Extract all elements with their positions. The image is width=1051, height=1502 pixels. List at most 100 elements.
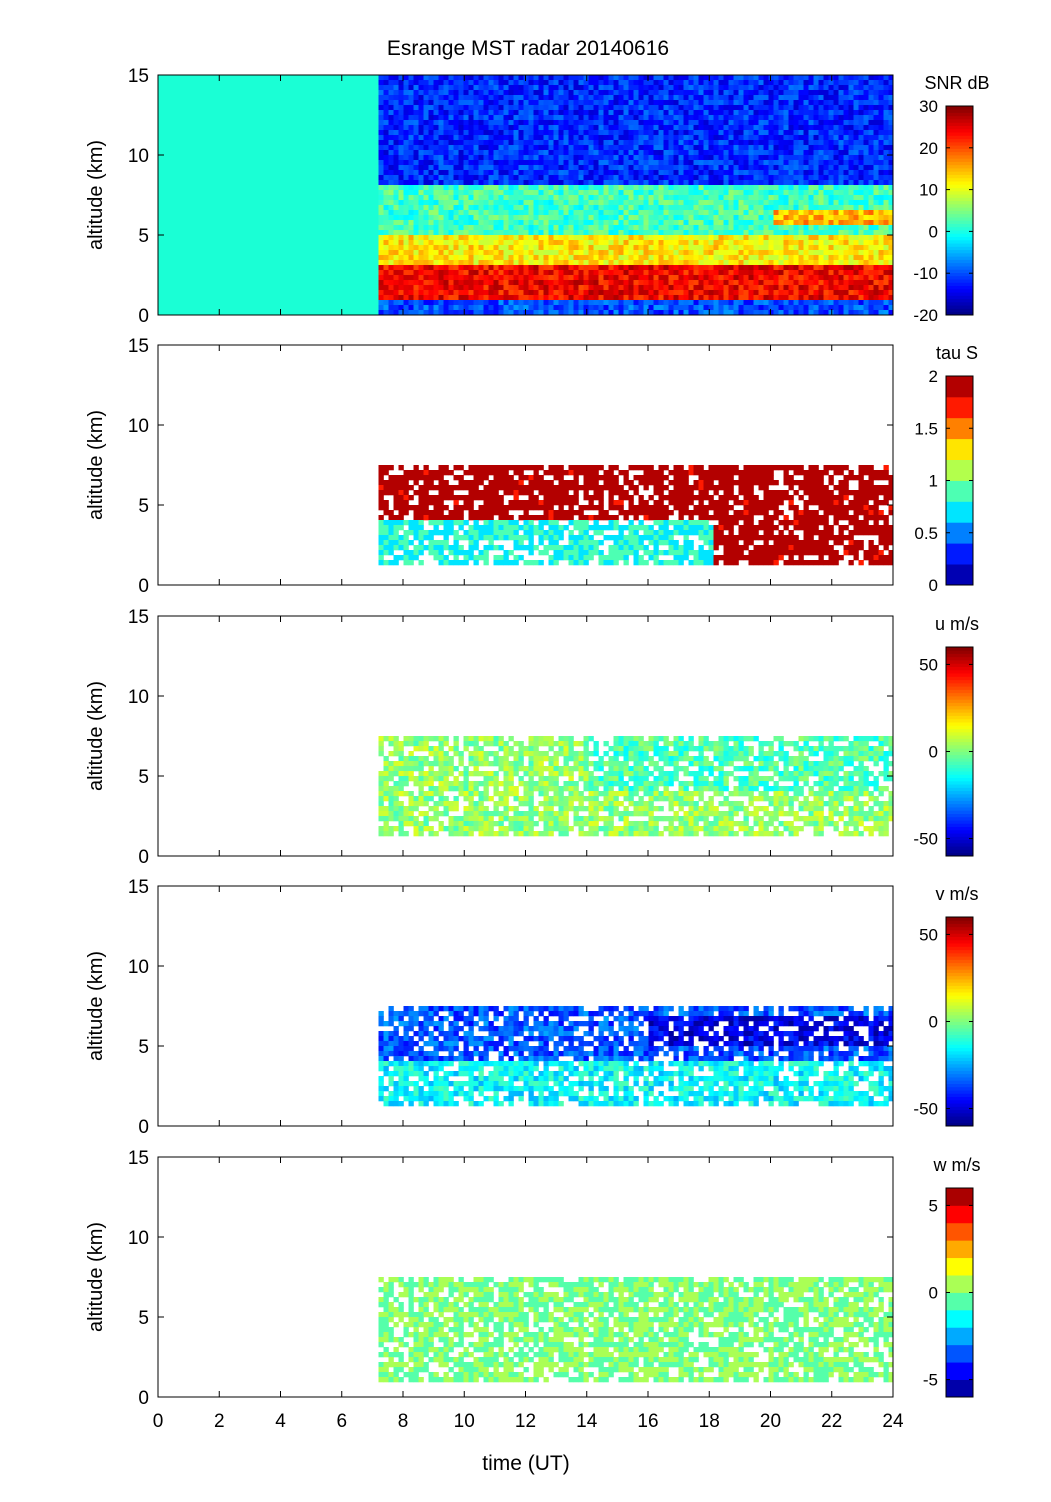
data-cell (718, 200, 724, 206)
data-cell (383, 215, 389, 221)
data-cell (388, 255, 394, 261)
data-cell (703, 80, 709, 86)
data-cell (693, 185, 699, 191)
data-cell (753, 305, 759, 311)
data-cell (753, 310, 759, 316)
data-cell (643, 275, 649, 281)
data-cell (513, 180, 519, 186)
data-cell (753, 175, 759, 181)
data-cell (703, 175, 709, 181)
data-cell (758, 155, 764, 161)
data-cell (398, 130, 404, 136)
data-cell (883, 230, 889, 236)
data-cell (473, 275, 479, 281)
data-cell (743, 95, 749, 101)
data-cell (448, 110, 454, 116)
data-cell (423, 105, 429, 111)
data-cell (378, 170, 384, 176)
data-cell (423, 125, 429, 131)
data-cell (838, 240, 844, 246)
data-cell (643, 260, 649, 266)
data-cell (838, 305, 844, 311)
data-cell (423, 300, 429, 306)
data-cell (563, 140, 569, 146)
data-cell (663, 95, 669, 101)
data-cell (668, 300, 674, 306)
data-cell (678, 305, 684, 311)
data-cell (603, 245, 609, 251)
data-cell (868, 275, 874, 281)
data-cell (813, 100, 819, 106)
data-cell (378, 195, 384, 201)
data-cell (438, 85, 444, 91)
data-cell (413, 265, 419, 271)
data-cell (533, 150, 539, 156)
data-cell (723, 260, 729, 266)
data-cell (753, 190, 759, 196)
data-cell (523, 280, 529, 286)
data-cell (858, 130, 864, 136)
data-cell (683, 205, 689, 211)
data-cell (408, 300, 414, 306)
data-cell (588, 150, 594, 156)
data-cell (513, 310, 519, 316)
data-cell (713, 100, 719, 106)
data-cell (723, 195, 729, 201)
data-cell (798, 260, 804, 266)
data-cell (788, 245, 794, 251)
data-cell (488, 210, 494, 216)
data-cell (528, 170, 534, 176)
data-cell (568, 155, 574, 161)
data-cell (748, 195, 754, 201)
data-cell (573, 120, 579, 126)
data-cell (438, 280, 444, 286)
data-cell (598, 205, 604, 211)
data-cell (773, 90, 779, 96)
data-cell (883, 90, 889, 96)
data-cell (538, 220, 544, 226)
data-cell (553, 115, 559, 121)
data-cell (508, 195, 514, 201)
data-cell (703, 285, 709, 291)
data-cell (393, 235, 399, 241)
data-cell (773, 120, 779, 126)
data-cell (828, 215, 834, 221)
data-cell (723, 90, 729, 96)
data-cell (863, 200, 869, 206)
data-cell (423, 285, 429, 291)
data-cell (433, 130, 439, 136)
data-cell (453, 265, 459, 271)
data-cell (643, 180, 649, 186)
data-cell (488, 230, 494, 236)
data-cell (473, 300, 479, 306)
data-cell (398, 180, 404, 186)
data-cell (858, 90, 864, 96)
data-cell (853, 140, 859, 146)
data-cell (873, 100, 879, 106)
data-cell (483, 170, 489, 176)
data-cell (418, 205, 424, 211)
data-cell (548, 80, 554, 86)
data-cell (428, 135, 434, 141)
data-cell (533, 95, 539, 101)
data-cell (838, 260, 844, 266)
data-cell (603, 210, 609, 216)
data-cell (713, 95, 719, 101)
data-cell (688, 170, 694, 176)
data-cell (773, 245, 779, 251)
data-cell (763, 115, 769, 121)
data-cell (648, 200, 654, 206)
data-cell (583, 120, 589, 126)
data-cell (503, 120, 509, 126)
data-cell (728, 260, 734, 266)
data-cell (413, 165, 419, 171)
data-cell (628, 80, 634, 86)
data-cell (388, 85, 394, 91)
data-cell (388, 140, 394, 146)
data-cell (578, 220, 584, 226)
data-cell (813, 105, 819, 111)
data-cell (883, 165, 889, 171)
data-cell (833, 240, 839, 246)
data-cell (743, 170, 749, 176)
data-cell (793, 195, 799, 201)
